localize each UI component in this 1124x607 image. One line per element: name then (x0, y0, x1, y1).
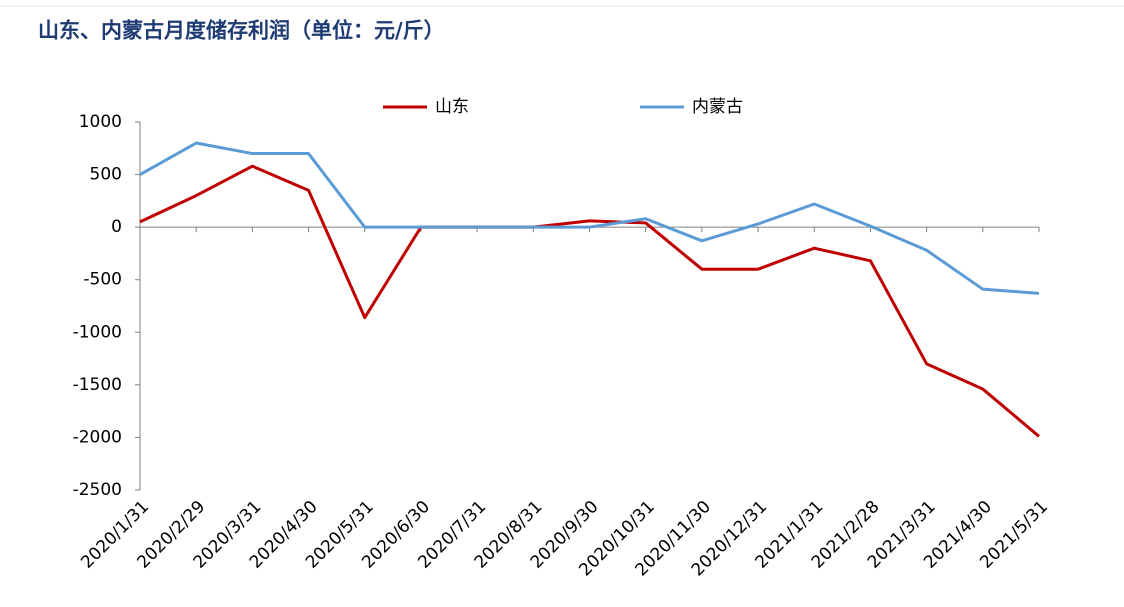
series-line (139, 141, 1040, 295)
legend-label: 山东 (435, 97, 469, 117)
series-line (139, 164, 1040, 438)
y-tick-label: -1000 (73, 322, 122, 342)
y-tick-label: 0 (111, 217, 122, 237)
y-tick-label: 1000 (79, 112, 122, 132)
y-tick-label: -2500 (73, 480, 122, 500)
y-tick-label: 500 (90, 165, 122, 185)
y-tick-label: -2000 (73, 427, 122, 447)
y-tick-label: -500 (83, 270, 122, 290)
chart-title: 山东、内蒙古月度储存利润（单位：元/斤） (38, 18, 445, 43)
y-tick-label: -1500 (73, 375, 122, 395)
legend-label: 内蒙古 (692, 97, 743, 117)
